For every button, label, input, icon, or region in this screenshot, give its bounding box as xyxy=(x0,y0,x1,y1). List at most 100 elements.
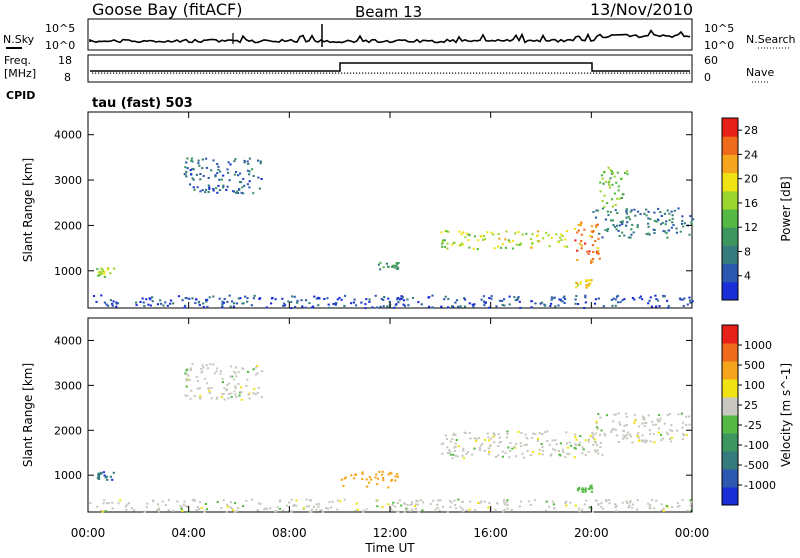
scatter-cell xyxy=(644,441,647,444)
scatter-cell xyxy=(206,382,209,385)
colorbar-swatch xyxy=(722,325,738,344)
scatter-cell xyxy=(493,247,496,250)
scatter-cell xyxy=(638,425,641,428)
scatter-cell xyxy=(97,472,100,475)
scatter-cell xyxy=(235,171,238,173)
scatter-cell xyxy=(666,236,669,239)
nave-point xyxy=(287,72,289,74)
scatter-cell xyxy=(447,230,450,233)
scatter-cell xyxy=(659,417,662,420)
scatter-cell xyxy=(565,504,568,507)
scatter-cell xyxy=(377,263,380,266)
scatter-cell xyxy=(493,433,496,436)
scatter-cell xyxy=(115,302,118,305)
scatter-cell xyxy=(186,167,189,170)
scatter-cell xyxy=(666,506,669,509)
scatter-cell xyxy=(194,302,197,304)
scatter-cell xyxy=(239,297,242,300)
scatter-cell xyxy=(514,455,517,458)
scatter-cell xyxy=(563,295,566,298)
nave-point xyxy=(263,72,265,74)
nave-point xyxy=(530,72,532,74)
scatter-cell xyxy=(382,477,385,479)
scatter-cell xyxy=(503,298,506,301)
scatter-cell xyxy=(601,200,604,202)
scatter-cell xyxy=(645,233,648,236)
scatter-cell xyxy=(196,506,199,509)
scatter-cell xyxy=(202,302,205,305)
scatter-cell xyxy=(606,229,609,232)
scatter-cell xyxy=(565,500,568,503)
scatter-cell xyxy=(184,372,187,375)
scatter-cell xyxy=(254,393,257,396)
scatter-cell xyxy=(517,430,520,433)
scatter-cell xyxy=(569,501,572,504)
scatter-cell xyxy=(498,436,501,439)
scatter-cell xyxy=(221,303,224,305)
scatter-cell xyxy=(447,452,450,454)
scatter-cell xyxy=(647,302,650,305)
scatter-cell xyxy=(409,504,412,506)
nave-point xyxy=(551,72,553,74)
scatter-cell xyxy=(338,296,341,299)
scatter-cell xyxy=(587,488,590,490)
noise-left-tick-top: 10^5 xyxy=(45,22,75,35)
scatter-cell xyxy=(580,240,583,242)
nave-point xyxy=(302,72,304,74)
scatter-cell xyxy=(597,252,600,255)
scatter-cell xyxy=(490,231,493,234)
scatter-cell xyxy=(525,436,528,439)
scatter-cell xyxy=(508,456,511,459)
scatter-cell xyxy=(343,294,347,297)
scatter-cell xyxy=(597,297,600,300)
scatter-cell xyxy=(463,305,467,308)
scatter-cell xyxy=(96,477,99,480)
nave-point xyxy=(122,72,124,74)
scatter-cell xyxy=(616,197,619,200)
scatter-cell xyxy=(195,173,198,176)
scatter-cell xyxy=(472,247,475,250)
scatter-cell xyxy=(482,238,485,241)
scatter-cell xyxy=(371,306,374,309)
scatter-cell xyxy=(488,439,491,442)
scatter-cell xyxy=(365,485,369,488)
scatter-cell xyxy=(662,510,665,513)
scatter-cell xyxy=(652,228,655,231)
station-title: Goose Bay (fitACF) xyxy=(92,0,242,19)
scatter-cell xyxy=(607,214,610,217)
scatter-cell xyxy=(288,501,291,504)
scatter-cell xyxy=(621,231,624,234)
scatter-cell xyxy=(201,158,204,161)
scatter-cell xyxy=(621,501,624,504)
nave-point xyxy=(647,72,649,74)
scatter-cell xyxy=(252,392,255,395)
scatter-cell xyxy=(603,205,606,208)
scatter-cell xyxy=(145,298,148,301)
scatter-cell xyxy=(375,499,378,502)
scatter-cell xyxy=(179,505,182,508)
scatter-cell xyxy=(574,447,577,450)
scatter-cell xyxy=(261,370,264,373)
scatter-cell xyxy=(507,446,510,449)
scatter-cell xyxy=(616,171,619,174)
scatter-cell xyxy=(195,298,198,301)
scatter-cell xyxy=(497,245,500,248)
scatter-cell xyxy=(454,445,457,448)
nave-point xyxy=(161,72,163,74)
scatter-cell xyxy=(630,209,633,212)
scatter-cell xyxy=(243,184,246,187)
scatter-cell xyxy=(457,445,460,448)
scatter-cell xyxy=(681,219,684,222)
scatter-cell xyxy=(260,178,263,180)
nave-point xyxy=(422,72,424,74)
scatter-cell xyxy=(445,438,448,440)
scatter-cell xyxy=(524,433,527,436)
nave-point xyxy=(632,72,634,74)
scatter-cell xyxy=(598,257,601,260)
scatter-cell xyxy=(660,509,663,512)
scatter-cell xyxy=(374,476,377,479)
scatter-cell xyxy=(599,446,602,449)
scatter-cell xyxy=(675,429,679,432)
scatter-cell xyxy=(188,183,192,186)
scatter-cell xyxy=(515,442,518,445)
